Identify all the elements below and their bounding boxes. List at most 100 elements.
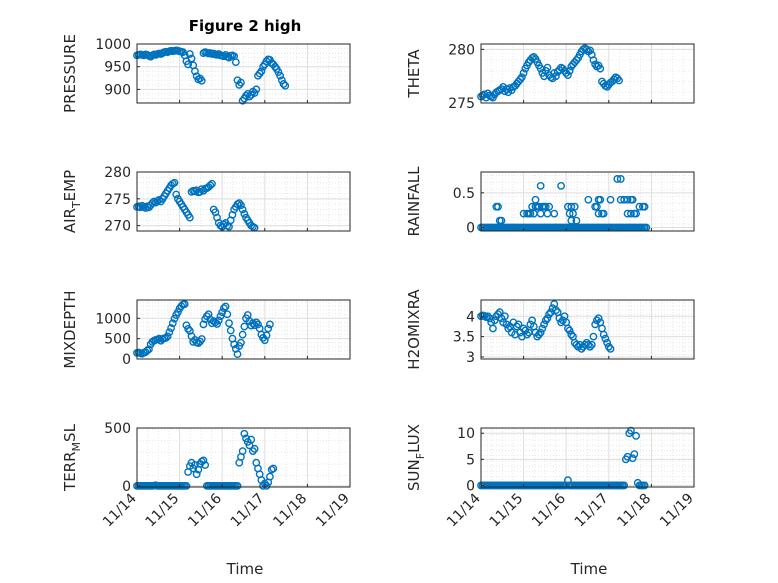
rainfall-data-point xyxy=(570,202,579,211)
h2omixra-data-point xyxy=(552,306,560,315)
rainfall-data-point xyxy=(635,202,644,211)
terrmsl-data-point xyxy=(201,461,210,469)
pressure-y-axis-label: PRESSURE xyxy=(61,34,79,113)
theta-data-point xyxy=(582,45,591,54)
pressure-data-point xyxy=(197,76,206,85)
rainfall-data-point xyxy=(526,209,535,218)
rainfall-data-point xyxy=(536,181,545,190)
terrmsl-y-axis-label: TERRMSL xyxy=(61,423,83,492)
mixdepth-data-point xyxy=(167,324,175,332)
h2omixra-data-point xyxy=(490,316,499,325)
theta-data-point xyxy=(586,46,594,55)
h2omixra-data-point xyxy=(483,312,492,321)
airtemp-y-axis-label: AIRTEMP xyxy=(61,170,83,233)
h2omixra-data-point xyxy=(512,322,521,331)
h2omixra-data-point xyxy=(489,324,497,333)
sunflux-y-tick-label: 5 xyxy=(466,452,475,468)
pressure-data-point xyxy=(184,60,193,69)
h2omixra-y-tick-label: 3.5 xyxy=(453,330,475,346)
sunflux-y-axis-label: SUNFLUX xyxy=(405,424,427,491)
h2omixra-data-point xyxy=(557,318,565,327)
mixdepth-data-point xyxy=(165,328,174,337)
sunflux-data-point xyxy=(620,481,629,490)
theta-data-point xyxy=(517,73,526,82)
terrmsl-y-tick-label: 0 xyxy=(122,479,131,495)
rainfall-panel: 0 0.5 RAINFALL xyxy=(405,166,695,237)
mixdepth-data-point xyxy=(143,346,152,355)
mixdepth-data-point xyxy=(262,331,271,340)
mixdepth-data-point xyxy=(254,320,262,329)
mixdepth-data-point xyxy=(214,316,223,325)
theta-y-tick-label: 280 xyxy=(448,42,475,58)
airtemp-data-point xyxy=(197,185,206,194)
h2omixra-data-point xyxy=(536,328,545,337)
mixdepth-data-point xyxy=(180,300,189,308)
airtemp-data-point xyxy=(235,199,244,208)
rainfall-data-point xyxy=(531,195,540,204)
mixdepth-data-point xyxy=(225,319,233,328)
rainfall-data-point xyxy=(628,195,637,204)
h2omixra-data-point xyxy=(564,324,572,333)
h2omixra-data-point xyxy=(594,314,603,323)
pressure-data-point xyxy=(191,67,199,76)
terrmsl-data-point xyxy=(250,444,259,453)
rainfall-data-point xyxy=(594,209,603,218)
mixdepth-data-point xyxy=(264,324,273,333)
pressure-data-point xyxy=(257,67,266,76)
mixdepth-data-point xyxy=(173,308,182,317)
pressure-data-point xyxy=(276,71,285,80)
mixdepth-data-point xyxy=(213,320,221,328)
rainfall-data-point xyxy=(567,216,576,225)
terrmsl-data-point xyxy=(199,456,208,465)
terrmsl-y-tick-label: 500 xyxy=(104,421,131,437)
rainfall-y-axis-label: RAINFALL xyxy=(405,166,423,237)
sunflux-data-point xyxy=(628,454,637,463)
terrmsl-data-point xyxy=(269,464,278,473)
mixdepth-data-point xyxy=(248,319,257,328)
airtemp-data-point xyxy=(240,209,249,218)
sunflux-data-point xyxy=(630,450,639,459)
airtemp-data-point xyxy=(237,201,245,210)
h2omixra-panel: 3 3.5 4 H2OMIXRA xyxy=(405,289,695,370)
h2omixra-data-point xyxy=(523,330,531,339)
sunflux-data-point xyxy=(640,481,649,490)
theta-data-point xyxy=(555,65,564,74)
theta-data-point xyxy=(615,76,623,85)
theta-data-point xyxy=(565,66,574,75)
airtemp-y-tick-label: 275 xyxy=(104,192,131,208)
rainfall-axes-box xyxy=(480,171,695,232)
rainfall-data-point xyxy=(565,209,574,218)
mixdepth-panel: 0 500 1000 MIXDEPTH xyxy=(61,290,351,369)
theta-data-point xyxy=(589,56,598,64)
h2omixra-data-point xyxy=(606,344,615,353)
mixdepth-data-point xyxy=(237,338,245,347)
mixdepth-data-point xyxy=(197,335,206,343)
rainfall-data-point xyxy=(613,175,622,183)
theta-data-point xyxy=(572,56,581,64)
h2omixra-data-point xyxy=(535,330,543,339)
x-axis-label-right: Time xyxy=(570,560,608,578)
mixdepth-data-point xyxy=(184,324,193,333)
theta-data-point xyxy=(516,75,525,84)
mixdepth-data-point xyxy=(168,319,177,328)
h2omixra-data-point xyxy=(587,340,596,349)
airtemp-data-point xyxy=(155,195,164,204)
rainfall-data-point xyxy=(584,195,593,204)
airtemp-axes-box xyxy=(136,171,351,232)
mixdepth-data-point xyxy=(170,314,179,323)
terrmsl-data-point xyxy=(247,435,256,444)
figure-title: Figure 2 high xyxy=(189,17,302,35)
pressure-data-point xyxy=(277,76,286,85)
pressure-data-point xyxy=(279,80,288,88)
h2omixra-data-point xyxy=(572,340,581,349)
theta-data-point xyxy=(591,60,600,69)
pressure-data-point xyxy=(231,58,240,67)
h2omixra-data-point xyxy=(603,338,611,347)
h2omixra-data-point xyxy=(599,330,608,339)
terrmsl-data-point xyxy=(266,472,274,481)
rainfall-data-point xyxy=(623,195,632,204)
h2omixra-data-point xyxy=(589,332,598,341)
rainfall-data-point xyxy=(550,209,559,218)
h2omixra-y-tick-label: 3 xyxy=(466,350,475,366)
h2omixra-data-point xyxy=(567,330,576,339)
